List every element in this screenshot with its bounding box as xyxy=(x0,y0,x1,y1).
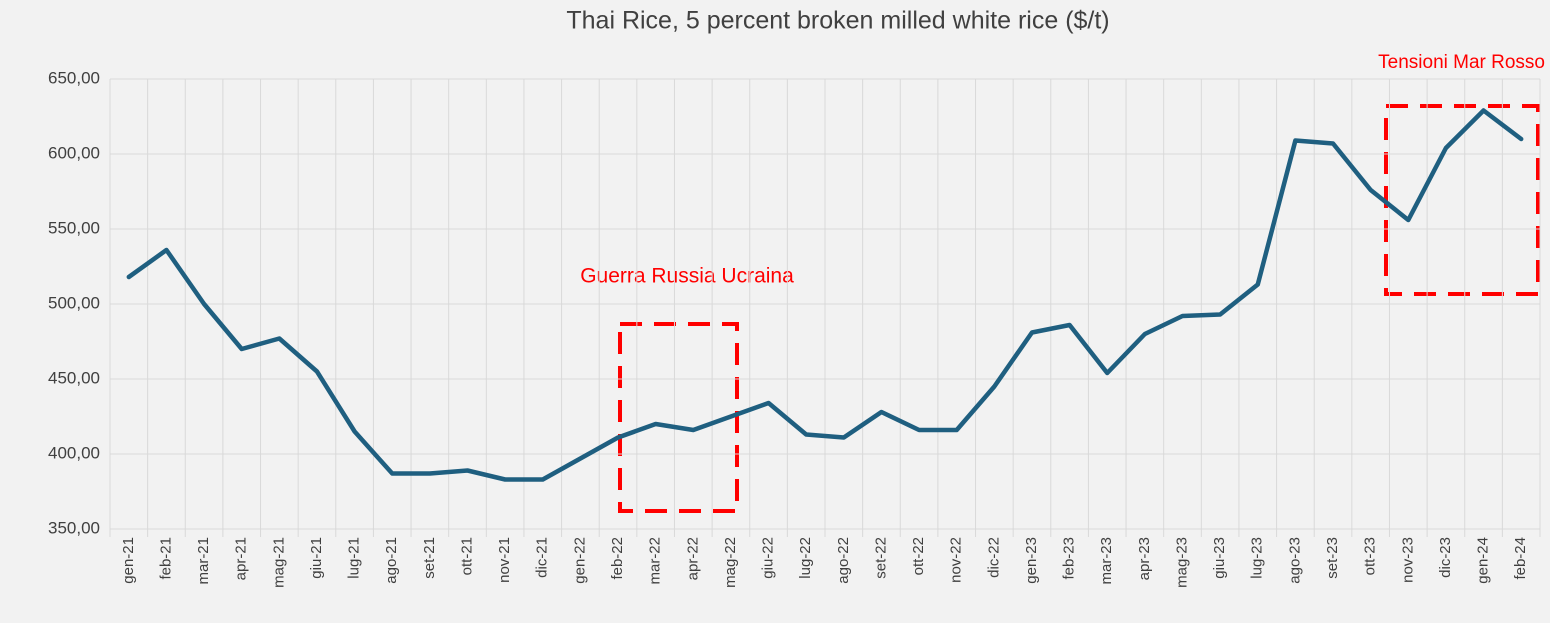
x-tick-label: mar-22 xyxy=(647,537,664,585)
annotation: Guerra Russia Ucraina xyxy=(580,265,794,288)
x-tick-label: giu-23 xyxy=(1211,537,1228,579)
x-tick-label: dic-22 xyxy=(985,537,1002,578)
x-tick-label: mag-21 xyxy=(270,537,287,588)
x-tick-label: giu-21 xyxy=(308,537,325,579)
x-tick-label: apr-23 xyxy=(1136,537,1153,580)
y-tick-label: 550,00 xyxy=(48,218,100,237)
x-tick-label: set-22 xyxy=(872,537,889,579)
x-tick-label: apr-21 xyxy=(233,537,250,580)
x-tick-label: ott-21 xyxy=(458,537,475,575)
x-tick-label: mar-23 xyxy=(1098,537,1115,585)
x-tick-label: nov-21 xyxy=(496,537,513,583)
annotation: Tensioni Mar Rosso xyxy=(1378,52,1545,73)
x-tick-label: mar-21 xyxy=(195,537,212,585)
highlight-box xyxy=(618,322,739,513)
x-tick-label: lug-22 xyxy=(797,537,814,579)
y-tick-label: 450,00 xyxy=(48,368,100,387)
x-tick-label: lug-23 xyxy=(1249,537,1266,579)
x-tick-label: set-23 xyxy=(1324,537,1341,579)
x-tick-label: apr-22 xyxy=(684,537,701,580)
x-tick-label: gen-23 xyxy=(1023,537,1040,584)
x-tick-label: set-21 xyxy=(421,537,438,579)
x-tick-label: giu-22 xyxy=(760,537,777,579)
x-tick-label: nov-22 xyxy=(948,537,965,583)
x-tick-label: feb-21 xyxy=(157,537,174,580)
x-tick-label: feb-22 xyxy=(609,537,626,580)
x-tick-label: mag-23 xyxy=(1173,537,1190,588)
y-tick-label: 600,00 xyxy=(48,143,100,162)
x-tick-label: ott-22 xyxy=(910,537,927,575)
y-tick-label: 400,00 xyxy=(48,443,100,462)
line-series xyxy=(126,108,1524,482)
x-tick-label: feb-24 xyxy=(1512,537,1529,580)
x-tick-label: gen-24 xyxy=(1475,537,1492,584)
x-tick-label: lug-21 xyxy=(346,537,363,579)
x-tick-label: ago-21 xyxy=(383,537,400,584)
y-tick-label: 650,00 xyxy=(48,68,100,87)
y-tick-label: 350,00 xyxy=(48,518,100,537)
x-tick-label: feb-23 xyxy=(1061,537,1078,580)
x-tick-label: mag-22 xyxy=(722,537,739,588)
x-tick-label: nov-23 xyxy=(1399,537,1416,583)
x-tick-label: ago-22 xyxy=(835,537,852,584)
x-tick-label: dic-23 xyxy=(1437,537,1454,578)
chart-title: Thai Rice, 5 percent broken milled white… xyxy=(566,7,1109,35)
y-tick-label: 500,00 xyxy=(48,293,100,312)
x-tick-label: dic-21 xyxy=(534,537,551,578)
x-tick-label: ott-23 xyxy=(1362,537,1379,575)
x-tick-label: gen-21 xyxy=(120,537,137,584)
x-tick-label: gen-22 xyxy=(571,537,588,584)
x-tick-label: ago-23 xyxy=(1286,537,1303,584)
